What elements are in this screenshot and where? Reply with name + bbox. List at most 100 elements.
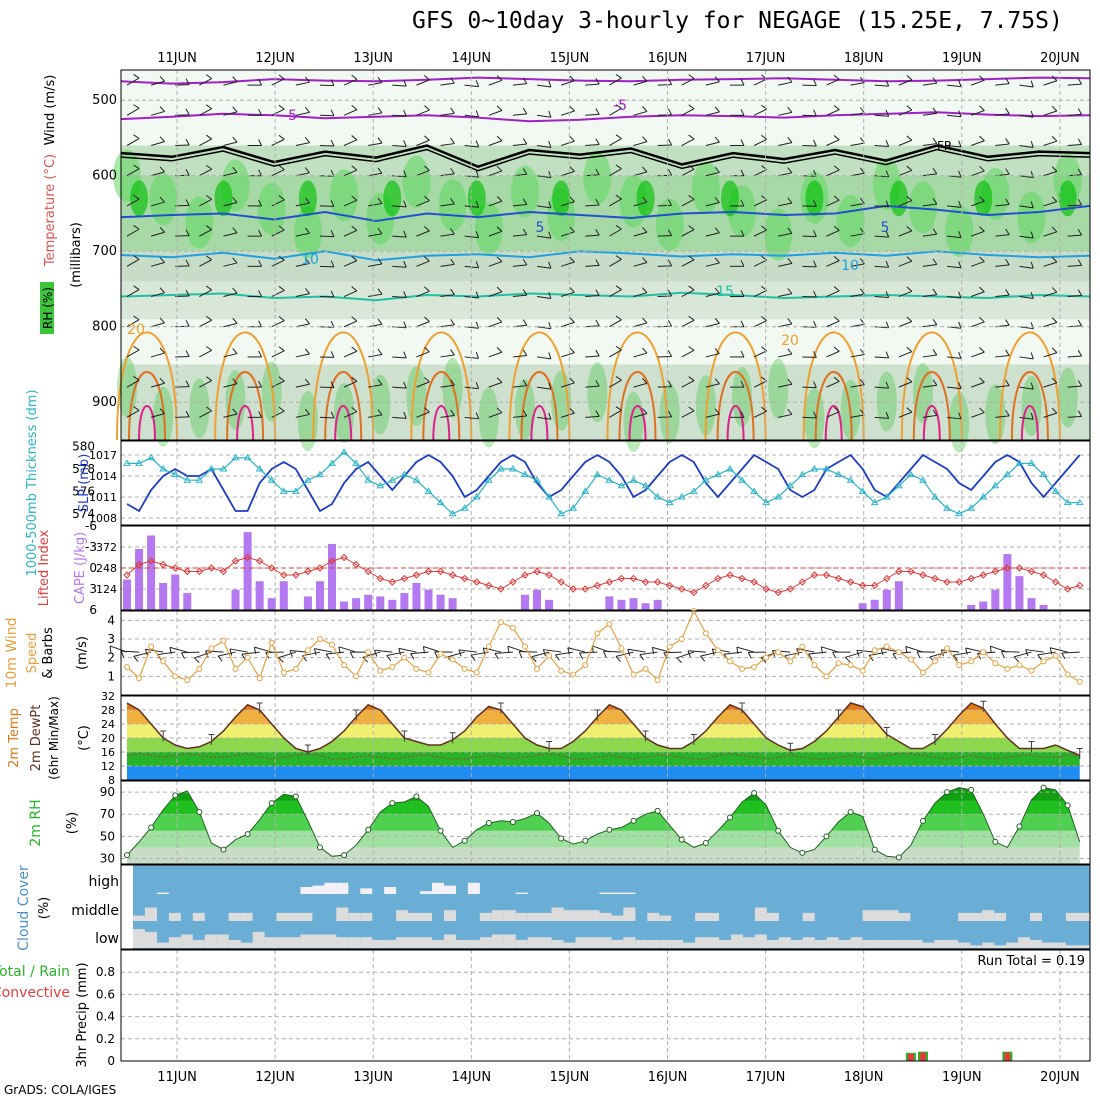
wind-barb [319,381,335,389]
lifted-index-tick: -6 [85,519,97,533]
precip-frame [120,949,1091,1062]
date-label-top: 16JUN [648,51,688,66]
wind-barb [464,231,480,239]
barb-shaft [536,84,551,88]
rh-label: RH (%) [41,287,55,329]
wind-speed-point [485,643,492,650]
barb-flag [905,646,908,654]
wind-barb [802,200,817,207]
barb-shaft [338,646,357,653]
wind-speed-point [714,647,721,654]
barb-shaft [561,231,575,237]
wind-barb [705,136,720,146]
barb-shaft [971,79,985,86]
wind-barb [609,225,622,237]
barb-shaft [223,262,238,267]
barb-shaft [289,649,308,653]
cloud-cell-low [970,945,983,948]
rh-moist-cell [257,182,286,235]
barb-shaft [633,110,648,116]
barb-flag [569,105,575,112]
barb-shaft [126,258,140,267]
wind-barb [488,316,503,328]
barb-flag [787,76,793,83]
barb-shaft [633,80,648,86]
lifted-index-point [1076,581,1084,590]
barb-flag [714,197,720,203]
lifted-index-point [509,578,517,586]
barb-flag [1030,322,1034,329]
rh-point [702,839,709,846]
barb-shaft [874,416,889,419]
barb-shaft [512,113,527,116]
wind-speed-point [558,667,565,674]
barb-flag [906,286,913,292]
barb-flag [813,139,817,147]
barb-flag [133,376,140,381]
wind-barb [898,407,913,418]
barb-shaft [440,233,455,237]
barb-shaft [585,355,600,358]
precip-tick: 0.6 [96,987,115,1001]
barb-flag [1051,377,1058,384]
thickness-point [617,481,626,489]
wind-barb [392,109,407,117]
wind-barb-10m [868,651,887,662]
thickness-point [870,498,879,506]
wind-barb [705,287,720,298]
cape-bar [267,598,276,610]
wind-barbs-label: & Barbs [41,627,56,679]
barb-flag [351,316,358,322]
barb-flag [714,348,720,354]
wind-barb [126,345,140,358]
wind-speed-point [1076,678,1083,685]
barb-flag [595,319,600,327]
barb-flag [304,408,310,415]
wind-barb [343,195,358,207]
isotherm-20-arch [116,331,178,441]
wind-barb [730,350,745,358]
rh-moist-cell [836,195,865,248]
barb-shaft [1001,650,1020,653]
isotherm-30-arch [236,405,255,441]
lifted-index-point [581,585,589,593]
barb-flag [932,258,938,265]
wind-barb [247,109,263,116]
barb-shaft [440,294,455,298]
barb-flag [885,140,890,147]
barb-flag [1030,352,1034,360]
barb-flag [567,647,570,655]
barb-flag [330,351,335,358]
barb-shaft [874,84,889,87]
barb-flag [522,319,528,326]
date-label-top: 13JUN [353,51,393,66]
barb-flag [979,165,985,172]
barb-flag [642,136,648,142]
barb-shaft [416,79,430,86]
rh-moist-cell [691,161,720,214]
barb-flag [377,228,383,234]
barb-flag [475,351,480,359]
precip-convective-bar [907,1053,914,1061]
wind-barb [392,351,407,359]
barb-shaft [1067,113,1082,116]
barb-shaft [1067,144,1082,147]
barb-flag [885,351,890,359]
wind-barb [874,140,890,147]
wind-barb [536,201,552,209]
upper-air-frame [120,69,1091,441]
cloud-cell-middle [886,910,899,921]
cloud-cell-low [216,934,229,948]
barb-flag [639,654,645,661]
barb-flag [813,411,817,419]
cloud-cell-low [192,939,205,948]
wind-barb [126,73,140,86]
barb-flag [813,79,817,86]
barb-flag [833,104,840,110]
wind-barb [826,195,840,207]
wind-barb [1067,259,1083,267]
barb-shaft [874,205,889,208]
barb-flag [595,349,600,357]
barb-shaft [1019,356,1034,360]
isotherm-line [120,111,1091,123]
